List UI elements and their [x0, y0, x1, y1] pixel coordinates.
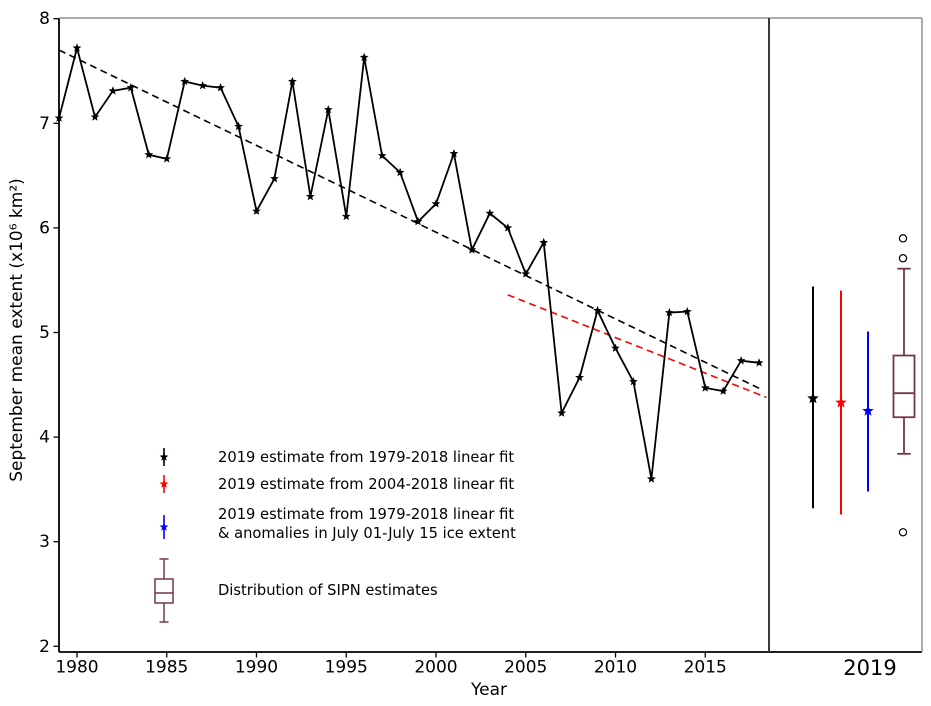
legend-symbol-blue-star: [159, 522, 169, 531]
extent-data-point: [306, 191, 315, 201]
extent-data-point: [754, 358, 764, 367]
y-axis-label: September mean extent (x10⁶ km²): [7, 178, 27, 482]
extent-series-line: [58, 44, 760, 480]
extent-data-point: [216, 83, 225, 92]
y-tick-label: 3: [39, 532, 50, 552]
extent-data-point: [521, 269, 531, 278]
extent-data-point: [485, 208, 495, 217]
legend-label-sipn-boxplot: Distribution of SIPN estimates: [218, 582, 438, 599]
extent-data-point: [180, 76, 190, 86]
x-tick-label: 1980: [55, 658, 98, 678]
extent-data-point: [449, 149, 459, 158]
y-tick-label: 7: [39, 114, 50, 134]
extent-data-point: [467, 245, 477, 254]
extent-data-point: [234, 121, 243, 131]
legend-symbol-boxplot-box: [154, 578, 174, 604]
extent-data-point: [377, 151, 387, 160]
x-tick-label: 2015: [684, 658, 727, 678]
extent-data-point: [323, 105, 333, 114]
extent-data-point: [431, 199, 441, 208]
extent-data-point: [557, 408, 566, 417]
extent-data-point: [54, 113, 64, 122]
extent-data-point: [108, 86, 118, 95]
extent-data-point: [647, 474, 656, 483]
y-tick-label: 8: [39, 9, 50, 29]
extent-data-point: [611, 343, 620, 352]
boxplot-outlier: [898, 254, 908, 263]
extent-data-point: [126, 83, 136, 92]
y-tick-label: 2: [39, 637, 50, 657]
legend-label-red-fit: 2019 estimate from 2004-2018 linear fit: [218, 476, 515, 493]
extent-data-point: [359, 52, 369, 62]
fit-line-1979-2018: [58, 49, 764, 391]
x-tick-label: 2005: [504, 658, 547, 678]
y-tick-label: 4: [39, 428, 50, 448]
extent-data-point: [736, 356, 746, 365]
fit-line-2004-2018: [507, 294, 767, 399]
estimate-red-star: [835, 396, 847, 408]
legend-symbol-red-star: [159, 479, 169, 488]
x-tick-label: 2000: [414, 658, 457, 678]
boxplot-outlier: [898, 234, 908, 243]
extent-data-point: [503, 223, 513, 232]
extent-data-point: [341, 211, 351, 221]
extent-data-point: [144, 150, 154, 159]
extent-data-point: [90, 112, 100, 121]
right-panel-tick-label: 2019: [843, 656, 897, 680]
x-tick-label: 1985: [145, 658, 188, 678]
extent-data-point: [539, 237, 549, 247]
legend-label-blue-fit: 2019 estimate from 1979-2018 linear fit …: [218, 506, 516, 542]
y-tick-label: 5: [39, 323, 50, 343]
extent-data-point: [575, 372, 584, 382]
extent-data-point: [665, 308, 674, 317]
x-axis-label: Year: [471, 680, 507, 700]
extent-data-point: [395, 167, 405, 177]
extent-data-point: [700, 383, 710, 392]
boxplot-box: [892, 354, 916, 419]
extent-data-point: [162, 154, 172, 163]
legend-symbol-black-star: [159, 452, 169, 461]
x-tick-label: 1995: [325, 658, 368, 678]
x-tick-label: 1990: [235, 658, 278, 678]
y-tick-label: 6: [39, 218, 50, 238]
boxplot-outlier: [898, 528, 908, 537]
x-tick-label: 2010: [594, 658, 637, 678]
extent-data-point: [682, 307, 692, 316]
extent-data-point: [252, 206, 261, 215]
estimate-black-star: [807, 392, 819, 404]
extent-data-point: [629, 377, 638, 386]
extent-data-point: [72, 43, 82, 52]
extent-data-point: [270, 174, 279, 183]
extent-data-point: [593, 305, 602, 315]
legend-label-black-fit: 2019 estimate from 1979-2018 linear fit: [218, 449, 515, 466]
extent-data-point: [198, 81, 207, 90]
extent-data-point: [413, 217, 423, 226]
extent-data-point: [288, 76, 297, 86]
estimate-blue-star: [862, 404, 874, 416]
extent-data-point: [718, 386, 728, 395]
